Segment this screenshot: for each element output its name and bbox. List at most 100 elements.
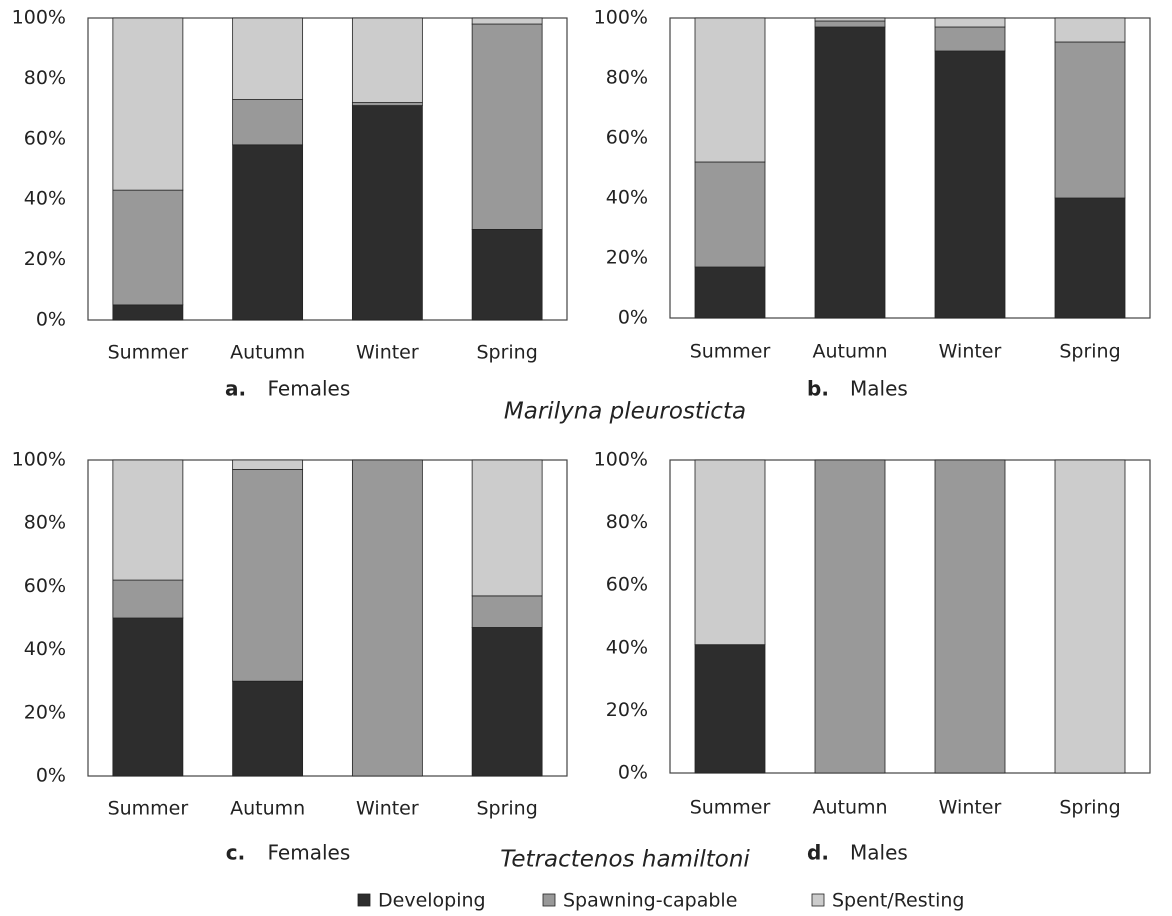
- bar-segment: [814, 459, 886, 774]
- bar-segment: [232, 17, 304, 100]
- bar-segment: [112, 459, 184, 581]
- y-tick-label: 100%: [594, 7, 648, 29]
- legend-swatch: [357, 893, 371, 907]
- legend-label: Developing: [378, 890, 486, 912]
- y-tick-label: 0%: [618, 307, 648, 329]
- y-tick-label: 80%: [24, 67, 66, 89]
- bar-segment: [232, 99, 304, 146]
- bar-segment: [934, 17, 1006, 28]
- bar-segment: [1054, 17, 1126, 43]
- legend-swatch: [542, 893, 556, 907]
- bar-segment: [112, 189, 184, 306]
- bar-segment: [232, 680, 304, 777]
- bar-segment: [934, 26, 1006, 52]
- bar-segment: [471, 23, 543, 230]
- bar-segment: [471, 17, 543, 25]
- plot-frame: [669, 459, 1151, 774]
- y-tick-label: 20%: [24, 248, 66, 270]
- y-tick-label: 40%: [606, 187, 648, 209]
- bar-segment: [351, 105, 423, 321]
- y-tick-label: 100%: [12, 449, 66, 471]
- y-tick-label: 60%: [24, 575, 66, 597]
- y-tick-label: 60%: [24, 127, 66, 149]
- panel-label: c.: [226, 841, 245, 865]
- bar-segment: [814, 20, 886, 28]
- bar-segment: [471, 228, 543, 321]
- plot-frame: [87, 17, 568, 321]
- bar-segment: [814, 26, 886, 319]
- y-tick-label: 40%: [606, 636, 648, 658]
- y-tick-label: 60%: [606, 127, 648, 149]
- x-tick-label: Summer: [690, 341, 771, 363]
- bar-segment: [814, 17, 886, 22]
- species-title: Tetractenos hamiltoni: [500, 847, 750, 873]
- bar-segment: [351, 17, 423, 103]
- y-tick-label: 60%: [606, 574, 648, 596]
- x-tick-label: Spring: [476, 342, 537, 364]
- x-tick-label: Autumn: [230, 342, 305, 364]
- bar-segment: [232, 459, 304, 470]
- bar-segment: [1054, 459, 1126, 774]
- panel-title: Males: [850, 841, 908, 865]
- y-tick-label: 40%: [24, 638, 66, 660]
- bar-segment: [112, 617, 184, 777]
- x-tick-label: Winter: [356, 798, 419, 820]
- bar-segment: [351, 459, 423, 777]
- panel-title: Females: [268, 377, 351, 401]
- y-tick-label: 0%: [618, 762, 648, 784]
- bar-segment: [471, 595, 543, 628]
- x-tick-label: Spring: [1059, 797, 1120, 819]
- x-tick-label: Summer: [108, 798, 189, 820]
- panel-label: d.: [807, 841, 829, 865]
- y-tick-label: 100%: [12, 7, 66, 29]
- plot-frame: [669, 17, 1151, 319]
- bar-segment: [1054, 197, 1126, 319]
- y-tick-label: 0%: [36, 765, 66, 787]
- bar-segment: [934, 459, 1006, 774]
- x-tick-label: Winter: [356, 342, 419, 364]
- y-tick-label: 20%: [606, 247, 648, 269]
- bar-segment: [112, 17, 184, 191]
- x-tick-label: Spring: [476, 798, 537, 820]
- bar-segment: [351, 102, 423, 106]
- bar-segment: [112, 304, 184, 321]
- panel-title: Males: [850, 377, 908, 401]
- y-tick-label: 100%: [594, 449, 648, 471]
- bar-segment: [694, 266, 766, 319]
- x-tick-label: Autumn: [812, 797, 887, 819]
- bar-segment: [694, 459, 766, 646]
- y-tick-label: 80%: [606, 511, 648, 533]
- y-tick-label: 20%: [24, 701, 66, 723]
- legend-label: Spawning-capable: [563, 890, 737, 912]
- y-tick-label: 80%: [606, 67, 648, 89]
- bar-segment: [934, 50, 1006, 319]
- panel-title: Females: [268, 841, 351, 865]
- panel-label: a.: [225, 377, 246, 401]
- x-tick-label: Autumn: [230, 798, 305, 820]
- bar-segment: [694, 644, 766, 774]
- y-tick-label: 80%: [24, 512, 66, 534]
- panel-label: b.: [807, 377, 829, 401]
- legend-swatch: [811, 893, 825, 907]
- x-tick-label: Autumn: [812, 341, 887, 363]
- y-tick-label: 40%: [24, 188, 66, 210]
- plot-frame: [87, 459, 568, 777]
- bar-segment: [694, 17, 766, 163]
- x-tick-label: Summer: [690, 797, 771, 819]
- bar-segment: [1054, 41, 1126, 199]
- bar-segment: [471, 627, 543, 777]
- bar-segment: [112, 579, 184, 619]
- bar-segment: [694, 161, 766, 268]
- x-tick-label: Winter: [939, 341, 1002, 363]
- y-tick-label: 0%: [36, 309, 66, 331]
- bar-segment: [471, 459, 543, 597]
- x-tick-label: Spring: [1059, 341, 1120, 363]
- bar-segment: [232, 144, 304, 321]
- x-tick-label: Winter: [939, 797, 1002, 819]
- species-title: Marilyna pleurosticta: [504, 399, 746, 425]
- x-tick-label: Summer: [108, 342, 189, 364]
- y-tick-label: 20%: [606, 699, 648, 721]
- legend-label: Spent/Resting: [832, 890, 964, 912]
- bar-segment: [232, 469, 304, 682]
